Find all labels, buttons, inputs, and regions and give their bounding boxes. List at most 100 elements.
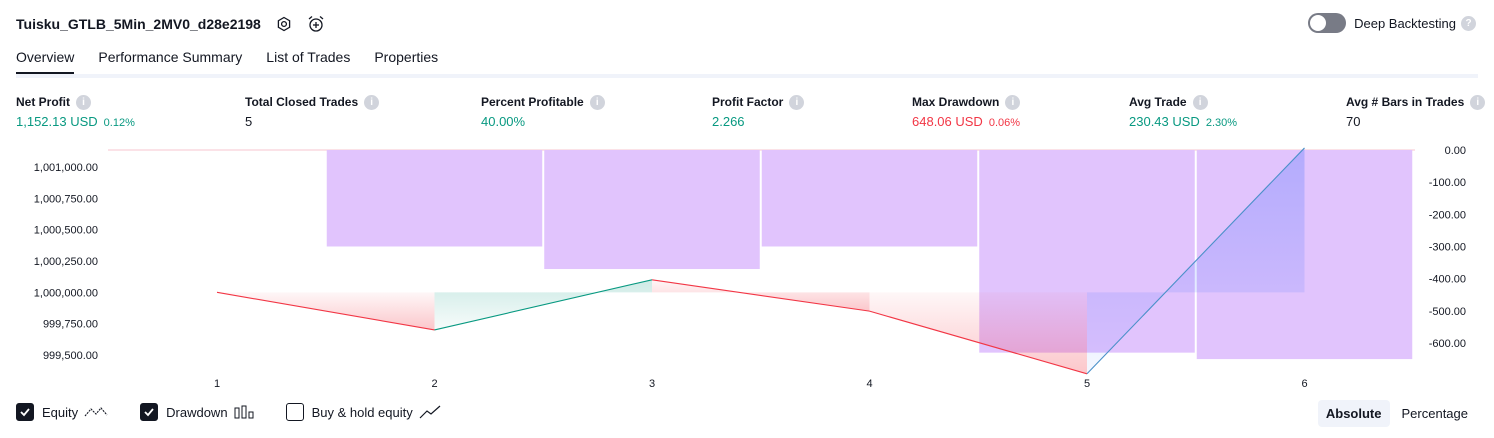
metric-label: Avg # Bars in Trades i: [1346, 94, 1486, 110]
drawdown-axis-tick: 0.00: [1445, 145, 1466, 157]
tab-bar: Overview Performance Summary List of Tra…: [16, 44, 1478, 78]
metric-percent-profitable: Percent Profitable i 40.00%: [481, 94, 605, 129]
drawdown-axis-tick: -600.00: [1429, 338, 1466, 350]
x-axis-tick: 3: [649, 378, 655, 390]
drawdown-axis-tick: -100.00: [1429, 177, 1466, 189]
metric-value: 1,152.13 USD 0.12%: [16, 114, 135, 129]
absolute-button[interactable]: Absolute: [1317, 400, 1390, 427]
metric-value-text: 230.43 USD: [1129, 114, 1200, 129]
metric-label: Net Profit i: [16, 94, 135, 110]
metric-profit-factor: Profit Factor i 2.266: [712, 94, 805, 129]
info-icon[interactable]: i: [1470, 94, 1486, 110]
metric-value-text: 40.00%: [481, 114, 526, 129]
help-icon[interactable]: ?: [1461, 15, 1476, 31]
metric-avg-bars: Avg # Bars in Trades i 70: [1346, 94, 1486, 129]
equity-axis-tick: 1,000,250.00: [34, 256, 98, 268]
chart-legend: Equity Drawdown Buy & hold equity: [16, 403, 473, 421]
drawdown-axis-tick: -500.00: [1429, 306, 1466, 318]
buy-hold-toggle[interactable]: Buy & hold equity: [285, 403, 441, 421]
equity-axis-tick: 1,001,000.00: [34, 162, 98, 174]
drawdown-toggle[interactable]: Drawdown: [140, 403, 254, 421]
deep-backtesting: Deep Backtesting ?: [1308, 13, 1476, 33]
drawdown-axis-tick: -200.00: [1429, 209, 1466, 221]
display-mode: Absolute Percentage: [1314, 400, 1476, 427]
info-icon[interactable]: i: [1192, 94, 1208, 110]
equity-checkbox[interactable]: [16, 403, 34, 421]
x-axis-tick: 4: [866, 378, 872, 390]
info-icon[interactable]: i: [589, 94, 605, 110]
metric-value: 230.43 USD 2.30%: [1129, 114, 1237, 129]
metric-value: 648.06 USD 0.06%: [912, 114, 1020, 129]
equity-axis-tick: 1,000,750.00: [34, 193, 98, 205]
x-axis-tick: 6: [1301, 378, 1307, 390]
metric-value: 2.266: [712, 114, 804, 129]
tab-properties[interactable]: Properties: [374, 49, 439, 65]
info-icon[interactable]: i: [789, 94, 805, 110]
metric-label: Max Drawdown i: [912, 94, 1021, 110]
metric-pct: 0.06%: [988, 117, 1021, 129]
metric-avg-trade: Avg Trade i 230.43 USD 2.30%: [1129, 94, 1237, 129]
deep-backtesting-toggle[interactable]: [1308, 13, 1347, 33]
metric-total-closed-trades: Total Closed Trades i 5: [245, 94, 380, 129]
drawdown-bar: [544, 150, 760, 270]
metric-label-text: Avg # Bars in Trades: [1346, 95, 1465, 109]
deep-backtesting-label: Deep Backtesting: [1354, 15, 1456, 31]
drawdown-label: Drawdown: [166, 404, 228, 420]
metric-value-text: 1,152.13 USD: [16, 114, 98, 129]
metric-label-text: Percent Profitable: [481, 95, 584, 109]
metric-label-text: Max Drawdown: [912, 95, 1000, 109]
buy-hold-label: Buy & hold equity: [311, 404, 413, 420]
metric-label: Profit Factor i: [712, 94, 805, 110]
metric-max-drawdown: Max Drawdown i 648.06 USD 0.06%: [912, 94, 1021, 129]
metric-pct: 0.12%: [103, 117, 135, 129]
equity-drawdown-chart: 1,001,000.00 1,000,750.00 1,000,500.00 1,00…: [34, 145, 1466, 390]
metric-label: Avg Trade i: [1129, 94, 1237, 110]
equity-label: Equity: [42, 404, 79, 420]
equity-line-segment: [434, 279, 653, 331]
metric-value-text: 648.06 USD: [912, 114, 983, 129]
info-icon[interactable]: i: [1005, 94, 1021, 110]
x-axis-tick: 1: [214, 378, 220, 390]
metric-label: Total Closed Trades i: [245, 94, 380, 110]
drawdown-bar: [761, 150, 978, 247]
tab-overview[interactable]: Overview: [16, 44, 75, 74]
equity-toggle[interactable]: Equity: [16, 403, 108, 421]
equity-axis-tick: 999,750.00: [43, 319, 98, 331]
equity-fill: [869, 292, 1087, 374]
equity-axis-tick: 1,000,500.00: [34, 225, 98, 237]
gear-icon[interactable]: [275, 15, 293, 33]
metric-net-profit: Net Profit i 1,152.13 USD 0.12%: [16, 94, 135, 129]
drawdown-checkbox[interactable]: [140, 403, 159, 421]
strategy-header: Tuisku_GTLB_5Min_2MV0_d28e2198: [16, 12, 325, 36]
equity-line-icon: [84, 405, 108, 419]
equity-line-segment: [651, 279, 870, 312]
equity-line-segment: [1086, 147, 1305, 375]
equity-axis-tick: 999,500.00: [43, 350, 98, 362]
drawdown-axis-tick: -300.00: [1429, 242, 1466, 254]
info-icon[interactable]: i: [364, 94, 380, 110]
drawdown-bar: [326, 150, 543, 247]
x-axis-tick: 2: [431, 378, 437, 390]
buy-hold-line-icon: [419, 405, 441, 419]
drawdown-bars-icon: [234, 405, 254, 419]
metric-label: Percent Profitable i: [481, 94, 605, 110]
percentage-button[interactable]: Percentage: [1401, 406, 1469, 421]
equity-line-segment: [869, 310, 1088, 375]
info-icon[interactable]: i: [76, 94, 91, 110]
drawdown-axis-tick: -400.00: [1429, 274, 1466, 286]
buy-hold-checkbox[interactable]: [285, 403, 304, 421]
metric-value-text: 2.266: [712, 114, 745, 129]
metric-value: 70: [1346, 114, 1485, 129]
metric-label-text: Net Profit: [16, 95, 70, 109]
metric-pct: 2.30%: [1205, 117, 1238, 129]
metric-value-text: 5: [245, 114, 253, 129]
tab-list-of-trades[interactable]: List of Trades: [266, 49, 351, 65]
equity-line-segment: [216, 291, 435, 331]
metric-label-text: Total Closed Trades: [245, 95, 359, 109]
equity-axis-tick: 1,000,000.00: [34, 287, 98, 299]
metric-value: 40.00%: [481, 114, 605, 129]
x-axis-tick: 5: [1084, 378, 1090, 390]
tab-performance-summary[interactable]: Performance Summary: [98, 49, 243, 65]
metric-label-text: Avg Trade: [1129, 95, 1187, 109]
alarm-add-icon[interactable]: [307, 15, 325, 33]
